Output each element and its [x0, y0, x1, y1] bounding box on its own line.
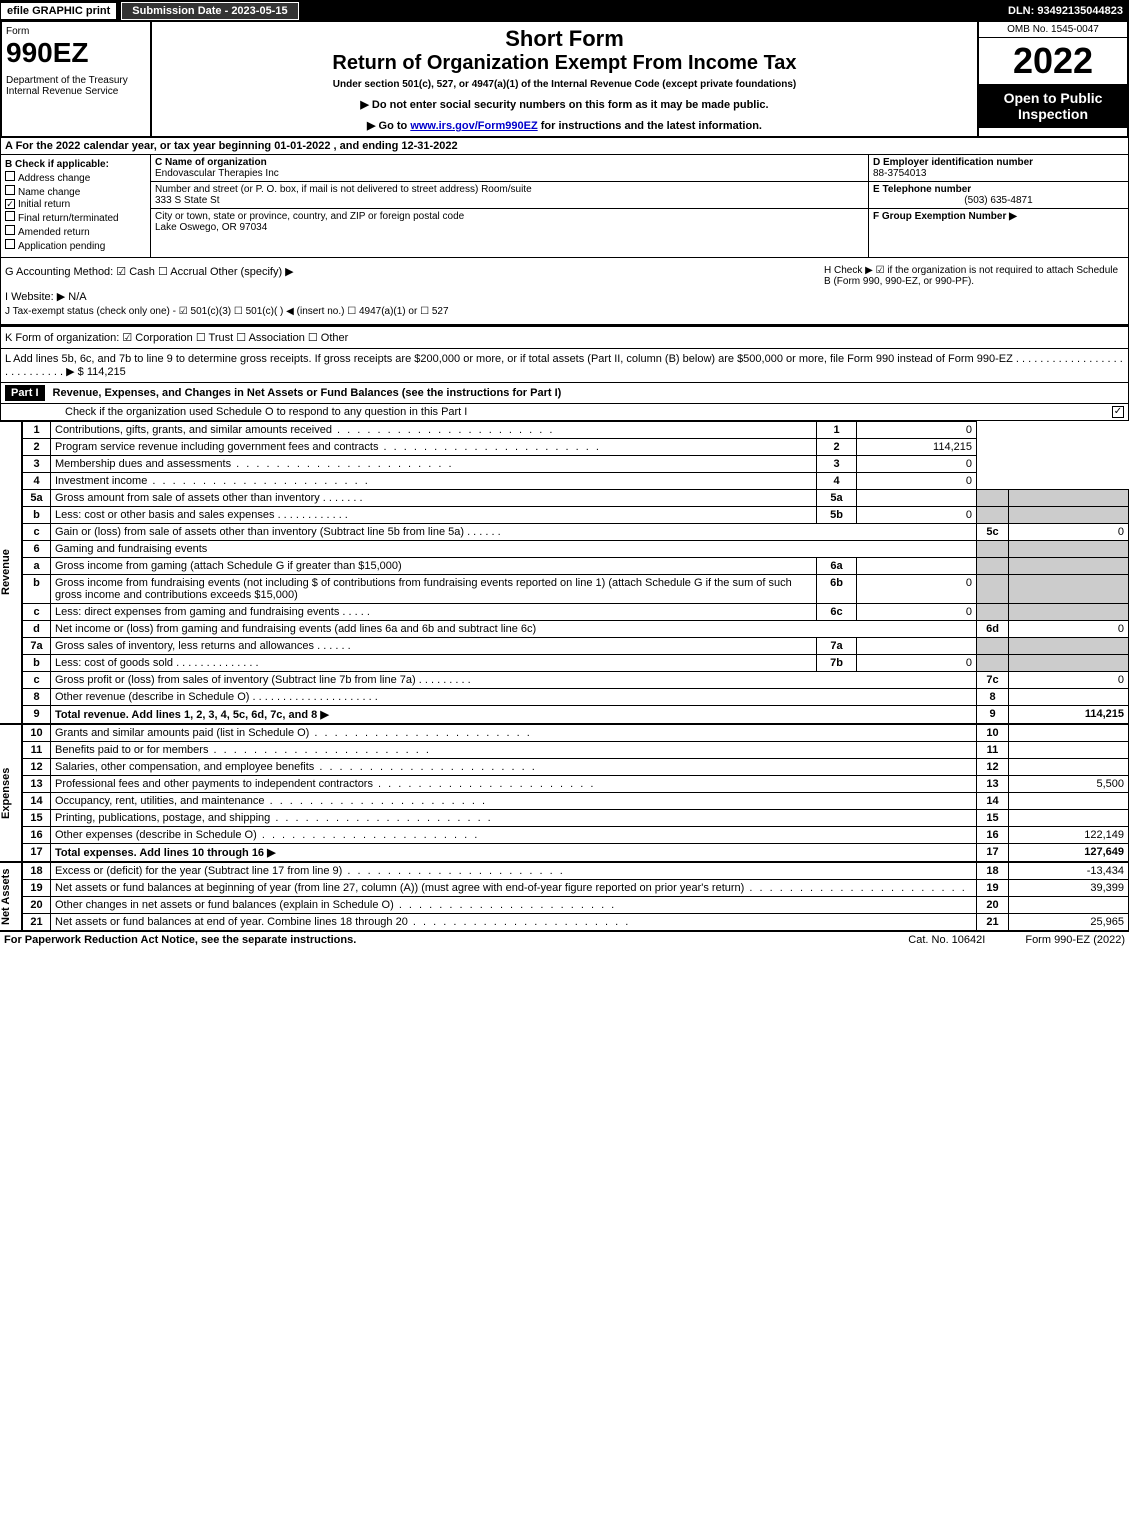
form-header: Form 990EZ Department of the Treasury In…	[0, 22, 1129, 138]
net-assets-table: 18Excess or (deficit) for the year (Subt…	[22, 862, 1129, 931]
row-7b: bLess: cost of goods sold . . . . . . . …	[23, 655, 1129, 672]
footer: For Paperwork Reduction Act Notice, see …	[0, 931, 1129, 948]
revenue-side-label: Revenue	[0, 421, 22, 724]
col-b-checkboxes: B Check if applicable: Address change Na…	[1, 155, 151, 257]
dln-number: DLN: 93492135044823	[1008, 5, 1129, 17]
row-3: 3Membership dues and assessments30	[23, 456, 1129, 473]
org-addr: 333 S State St	[155, 195, 220, 206]
row-6c: cLess: direct expenses from gaming and f…	[23, 604, 1129, 621]
open-to-public: Open to Public Inspection	[979, 84, 1127, 128]
line-a: A For the 2022 calendar year, or tax yea…	[0, 138, 1129, 155]
cb-name-change[interactable]: Name change	[5, 185, 146, 198]
row-4: 4Investment income40	[23, 473, 1129, 490]
row-14: 14Occupancy, rent, utilities, and mainte…	[23, 793, 1129, 810]
cb-application-pending[interactable]: Application pending	[5, 239, 146, 252]
form-ref: Form 990-EZ (2022)	[1025, 934, 1125, 946]
row-6d: dNet income or (loss) from gaming and fu…	[23, 621, 1129, 638]
department: Department of the Treasury Internal Reve…	[6, 75, 146, 97]
org-city: Lake Oswego, OR 97034	[155, 222, 267, 233]
info-block: G Accounting Method: ☑ Cash ☐ Accrual Ot…	[0, 258, 1129, 325]
line-g: G Accounting Method: ☑ Cash ☐ Accrual Ot…	[5, 265, 824, 287]
cb-final-return[interactable]: Final return/terminated	[5, 211, 146, 224]
ein: 88-3754013	[873, 168, 926, 179]
line-j: J Tax-exempt status (check only one) - ☑…	[5, 306, 1124, 317]
row-1: 1Contributions, gifts, grants, and simil…	[23, 422, 1129, 439]
short-form-title: Short Form	[156, 26, 973, 52]
row-2: 2Program service revenue including gover…	[23, 439, 1129, 456]
revenue-table: 1Contributions, gifts, grants, and simil…	[22, 421, 1129, 724]
irs-link[interactable]: www.irs.gov/Form990EZ	[410, 120, 537, 132]
line-h: H Check ▶ ☑ if the organization is not r…	[824, 265, 1124, 287]
phone: (503) 635-4871	[873, 195, 1124, 206]
line-i: I Website: ▶ N/A	[5, 290, 1124, 303]
ssn-note: ▶ Do not enter social security numbers o…	[156, 98, 973, 111]
submission-date: Submission Date - 2023-05-15	[121, 2, 298, 20]
b-title: B Check if applicable:	[5, 159, 146, 170]
d-label: D Employer identification number	[873, 157, 1033, 168]
row-18: 18Excess or (deficit) for the year (Subt…	[23, 863, 1129, 880]
f-label: F Group Exemption Number ▶	[873, 211, 1017, 222]
line-k: K Form of organization: ☑ Corporation ☐ …	[0, 325, 1129, 349]
row-11: 11Benefits paid to or for members11	[23, 742, 1129, 759]
e-label: E Telephone number	[873, 184, 971, 195]
paperwork-notice: For Paperwork Reduction Act Notice, see …	[4, 934, 356, 946]
line-l: L Add lines 5b, 6c, and 7b to line 9 to …	[0, 349, 1129, 383]
row-7a: 7aGross sales of inventory, less returns…	[23, 638, 1129, 655]
row-7c: cGross profit or (loss) from sales of in…	[23, 672, 1129, 689]
col-c-org: C Name of organizationEndovascular Thera…	[151, 155, 868, 257]
form-label: Form	[6, 26, 146, 37]
row-15: 15Printing, publications, postage, and s…	[23, 810, 1129, 827]
goto-note: ▶ Go to www.irs.gov/Form990EZ for instru…	[156, 119, 973, 132]
cat-no: Cat. No. 10642I	[908, 934, 985, 946]
row-21: 21Net assets or fund balances at end of …	[23, 914, 1129, 931]
net-assets-side-label: Net Assets	[0, 862, 22, 931]
row-6b: bGross income from fundraising events (n…	[23, 575, 1129, 604]
part1-header: Part I Revenue, Expenses, and Changes in…	[0, 383, 1129, 404]
part1-label: Part I	[5, 385, 45, 401]
revenue-section: Revenue 1Contributions, gifts, grants, a…	[0, 421, 1129, 724]
org-name: Endovascular Therapies Inc	[155, 168, 279, 179]
row-10: 10Grants and similar amounts paid (list …	[23, 725, 1129, 742]
row-5c: cGain or (loss) from sale of assets othe…	[23, 524, 1129, 541]
top-bar: efile GRAPHIC print Submission Date - 20…	[0, 0, 1129, 22]
col-d-ein: D Employer identification number88-37540…	[868, 155, 1128, 257]
row-9: 9Total revenue. Add lines 1, 2, 3, 4, 5c…	[23, 706, 1129, 724]
efile-print-button[interactable]: efile GRAPHIC print	[0, 2, 117, 20]
omb-number: OMB No. 1545-0047	[979, 22, 1127, 38]
part1-title: Revenue, Expenses, and Changes in Net As…	[53, 387, 562, 399]
row-6: 6Gaming and fundraising events	[23, 541, 1129, 558]
row-12: 12Salaries, other compensation, and empl…	[23, 759, 1129, 776]
row-5a: 5aGross amount from sale of assets other…	[23, 490, 1129, 507]
net-assets-section: Net Assets 18Excess or (deficit) for the…	[0, 862, 1129, 931]
schedule-o-checkbox[interactable]: ✓	[1112, 406, 1124, 418]
part1-check: Check if the organization used Schedule …	[0, 404, 1129, 421]
row-19: 19Net assets or fund balances at beginni…	[23, 880, 1129, 897]
under-section: Under section 501(c), 527, or 4947(a)(1)…	[156, 79, 973, 90]
return-title: Return of Organization Exempt From Incom…	[156, 52, 973, 75]
expenses-section: Expenses 10Grants and similar amounts pa…	[0, 724, 1129, 862]
row-20: 20Other changes in net assets or fund ba…	[23, 897, 1129, 914]
row-6a: aGross income from gaming (attach Schedu…	[23, 558, 1129, 575]
row-5b: bLess: cost or other basis and sales exp…	[23, 507, 1129, 524]
expenses-table: 10Grants and similar amounts paid (list …	[22, 724, 1129, 862]
row-13: 13Professional fees and other payments t…	[23, 776, 1129, 793]
row-16: 16Other expenses (describe in Schedule O…	[23, 827, 1129, 844]
cb-address-change[interactable]: Address change	[5, 171, 146, 184]
expenses-side-label: Expenses	[0, 724, 22, 862]
form-number: 990EZ	[6, 37, 146, 69]
tax-year: 2022	[979, 38, 1127, 84]
section-bcdef: B Check if applicable: Address change Na…	[0, 155, 1129, 258]
c-name-label: C Name of organization	[155, 157, 267, 168]
cb-initial-return[interactable]: ✓Initial return	[5, 199, 146, 210]
c-addr-label: Number and street (or P. O. box, if mail…	[155, 184, 532, 195]
row-17: 17Total expenses. Add lines 10 through 1…	[23, 844, 1129, 862]
cb-amended-return[interactable]: Amended return	[5, 225, 146, 238]
c-city-label: City or town, state or province, country…	[155, 211, 464, 222]
row-8: 8Other revenue (describe in Schedule O) …	[23, 689, 1129, 706]
